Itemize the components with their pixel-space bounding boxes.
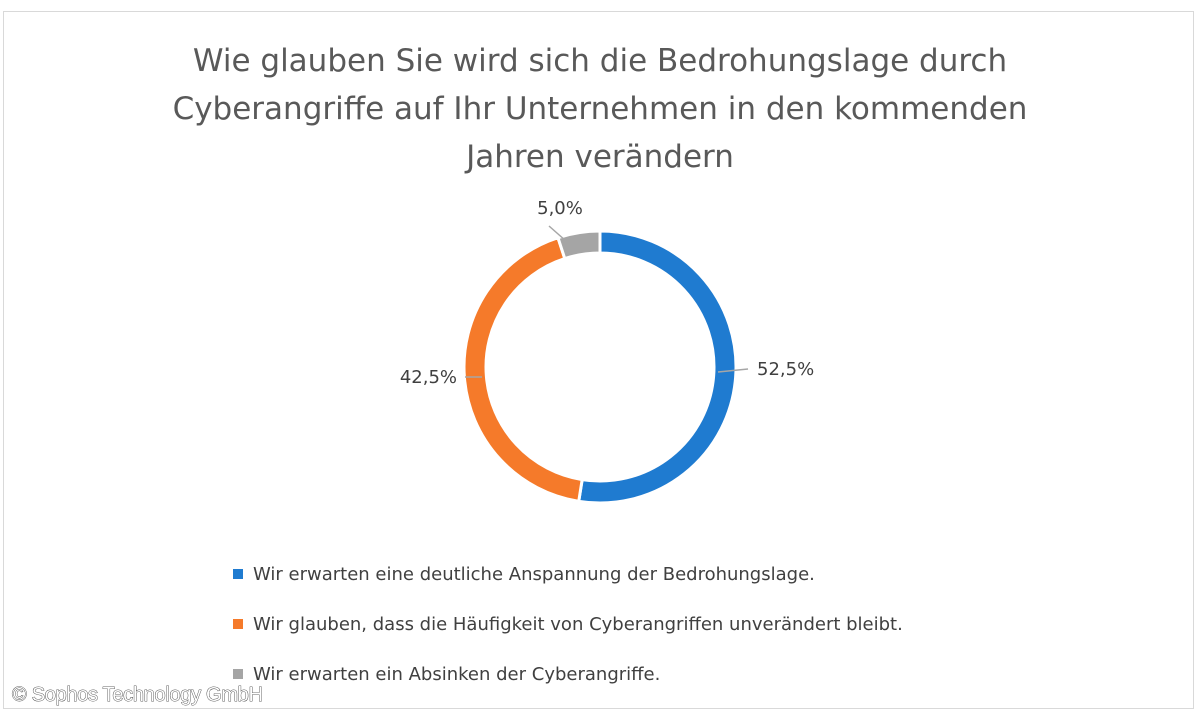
data-label-1: 52,5% [757, 359, 814, 380]
doughnut-segment-1 [577, 229, 738, 505]
data-label-3: 5,0% [537, 198, 583, 219]
legend-item-2: Wir glauben, dass die Häufigkeit von Cyb… [233, 612, 903, 636]
data-label-leader-3 [548, 225, 567, 242]
chart-frame [3, 11, 1194, 709]
legend-swatch-3 [233, 669, 243, 679]
legend-label-2: Wir glauben, dass die Häufigkeit von Cyb… [253, 613, 903, 635]
doughnut-segment-3 [556, 229, 602, 261]
chart-title-line-1: Wie glauben Sie wird sich die Bedrohungs… [192, 43, 1008, 79]
chart-legend: Wir erwarten eine deutliche Anspannung d… [233, 562, 903, 712]
chart-title-line-3: Jahren verändern [466, 139, 734, 175]
legend-label-3: Wir erwarten ein Absinken der Cyberangri… [253, 663, 661, 685]
data-label-2: 42,5% [400, 367, 457, 388]
legend-item-3: Wir erwarten ein Absinken der Cyberangri… [233, 662, 903, 686]
doughnut-segment-2 [462, 235, 584, 504]
data-label-leader-1 [717, 368, 749, 373]
chart-title: Wie glauben Sie wird sich die Bedrohungs… [100, 37, 1100, 181]
legend-swatch-1 [233, 569, 243, 579]
chart-title-line-2: Cyberangriffe auf Ihr Unternehmen in den… [172, 91, 1028, 127]
legend-swatch-2 [233, 619, 243, 629]
legend-item-1: Wir erwarten eine deutliche Anspannung d… [233, 562, 903, 586]
legend-label-1: Wir erwarten eine deutliche Anspannung d… [253, 563, 815, 585]
copyright-watermark: © Sophos Technology GmbH [12, 684, 264, 707]
